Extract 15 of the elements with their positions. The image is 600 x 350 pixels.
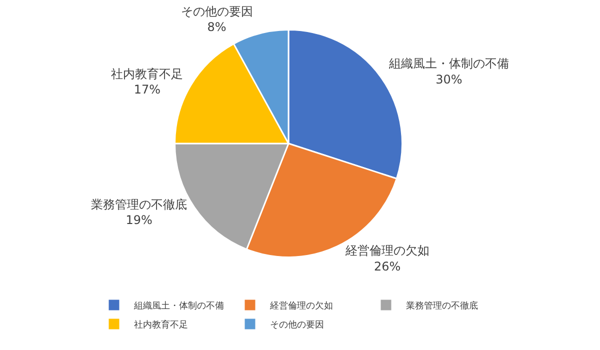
data-label: 19%: [126, 212, 152, 227]
legend-label: その他の要因: [270, 320, 324, 331]
slice-label: 業務管理の不徹底: [91, 197, 188, 212]
slice-label: その他の要因: [180, 4, 253, 19]
slice-label: 組織風土・体制の不備: [388, 56, 509, 71]
slice-label: 社内教育不足: [111, 66, 184, 81]
legend-label: 組織風土・体制の不備: [133, 300, 224, 312]
data-label: 26%: [374, 259, 401, 274]
slice-label: 経営倫理の欠如: [344, 244, 430, 258]
legend-label: 業務管理の不徹底: [406, 300, 478, 312]
legend-label: 経営倫理の欠如: [269, 300, 333, 312]
data-label: 30%: [436, 72, 462, 86]
legend-label: 社内教育不足: [134, 320, 188, 331]
data-label: 17%: [134, 82, 161, 97]
data-label: 8%: [207, 20, 226, 34]
